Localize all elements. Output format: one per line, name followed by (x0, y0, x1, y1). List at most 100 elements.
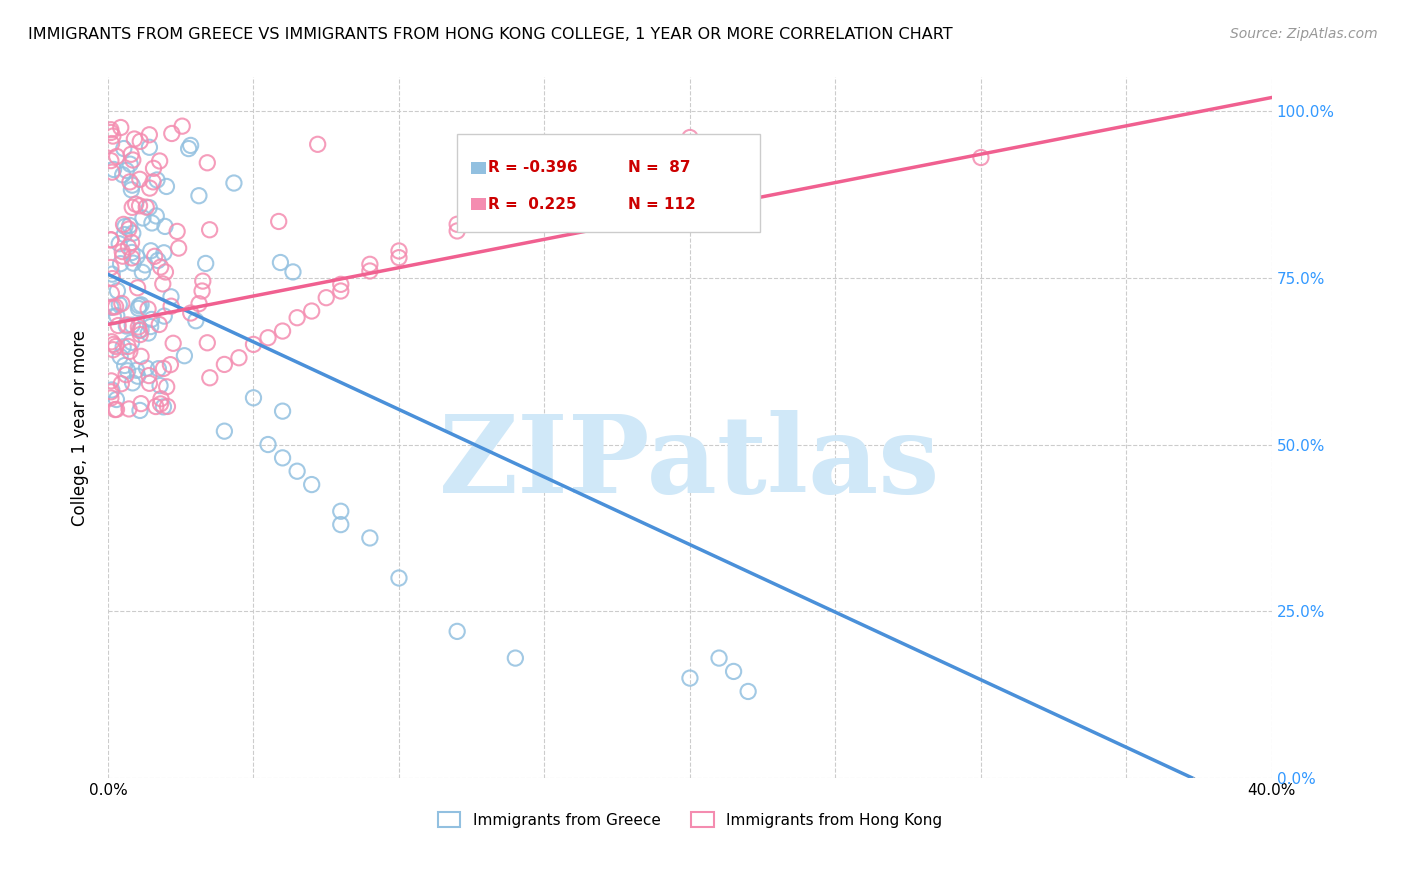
Point (505, 651, 527, 665)
Point (111, 244, 134, 259)
Point (122, 256, 145, 270)
FancyBboxPatch shape (471, 198, 486, 211)
Point (100, 122, 122, 136)
Point (141, 312, 163, 326)
Point (100, 136, 122, 151)
Point (121, 376, 143, 390)
Point (723, 665, 745, 679)
Point (117, 364, 139, 378)
Point (446, 224, 468, 238)
Point (121, 235, 143, 250)
Point (139, 181, 162, 195)
Point (112, 218, 135, 232)
Point (121, 245, 143, 260)
Point (307, 137, 329, 152)
Point (329, 504, 352, 518)
Point (153, 309, 176, 323)
Point (145, 209, 167, 223)
Point (129, 349, 152, 363)
Point (100, 374, 122, 388)
FancyBboxPatch shape (471, 161, 486, 174)
Point (329, 517, 352, 532)
Point (143, 249, 166, 263)
Point (120, 157, 142, 171)
Point (301, 304, 323, 318)
FancyBboxPatch shape (457, 134, 759, 232)
Point (187, 188, 209, 202)
Point (105, 149, 128, 163)
Point (138, 140, 160, 154)
Point (104, 402, 127, 417)
Point (101, 383, 124, 397)
Point (167, 241, 190, 255)
Point (198, 371, 221, 385)
Point (100, 384, 122, 399)
Point (100, 153, 122, 168)
Point (100, 391, 122, 405)
Point (111, 168, 134, 182)
Point (105, 402, 128, 417)
Point (152, 361, 174, 376)
Text: Source: ZipAtlas.com: Source: ZipAtlas.com (1230, 27, 1378, 41)
Point (114, 359, 136, 373)
Point (100, 233, 122, 247)
Point (104, 339, 127, 353)
Point (228, 351, 250, 365)
Point (160, 127, 183, 141)
Point (107, 284, 129, 298)
Point (125, 250, 148, 264)
Point (105, 392, 128, 407)
Point (105, 309, 128, 323)
Point (129, 298, 152, 312)
Point (679, 130, 702, 145)
Point (138, 128, 160, 142)
Point (142, 175, 165, 189)
Point (184, 314, 207, 328)
Point (152, 277, 174, 291)
Point (104, 300, 127, 314)
Point (101, 267, 124, 281)
Point (329, 277, 352, 292)
Point (117, 339, 139, 353)
Point (121, 335, 143, 350)
Point (124, 197, 146, 211)
Point (108, 236, 131, 251)
Point (149, 392, 172, 406)
Point (146, 173, 169, 187)
Point (114, 219, 136, 234)
Point (149, 260, 172, 274)
Text: N =  87: N = 87 (628, 161, 690, 176)
Legend: Immigrants from Greece, Immigrants from Hong Kong: Immigrants from Greece, Immigrants from … (432, 805, 949, 834)
Point (118, 219, 141, 233)
Point (100, 301, 122, 315)
Point (315, 291, 337, 305)
Point (128, 199, 150, 213)
Point (103, 337, 125, 351)
Point (139, 319, 162, 334)
Point (115, 163, 138, 178)
Point (129, 396, 152, 410)
Point (173, 349, 195, 363)
Point (112, 227, 135, 242)
Point (388, 571, 411, 585)
Point (129, 323, 152, 337)
Point (162, 336, 184, 351)
Point (111, 296, 134, 310)
Point (110, 376, 132, 391)
Point (134, 258, 156, 272)
Point (112, 142, 135, 156)
Point (120, 183, 142, 197)
Point (100, 334, 122, 349)
Point (107, 318, 129, 333)
Point (285, 464, 308, 478)
Point (446, 217, 468, 231)
Point (620, 151, 643, 165)
Point (118, 222, 141, 236)
Point (148, 361, 170, 376)
Point (118, 175, 141, 189)
Point (121, 178, 143, 193)
Point (285, 310, 308, 325)
Point (388, 244, 411, 258)
Point (329, 284, 352, 298)
Text: IMMIGRANTS FROM GREECE VS IMMIGRANTS FROM HONG KONG COLLEGE, 1 YEAR OR MORE CORR: IMMIGRANTS FROM GREECE VS IMMIGRANTS FRO… (28, 27, 953, 42)
